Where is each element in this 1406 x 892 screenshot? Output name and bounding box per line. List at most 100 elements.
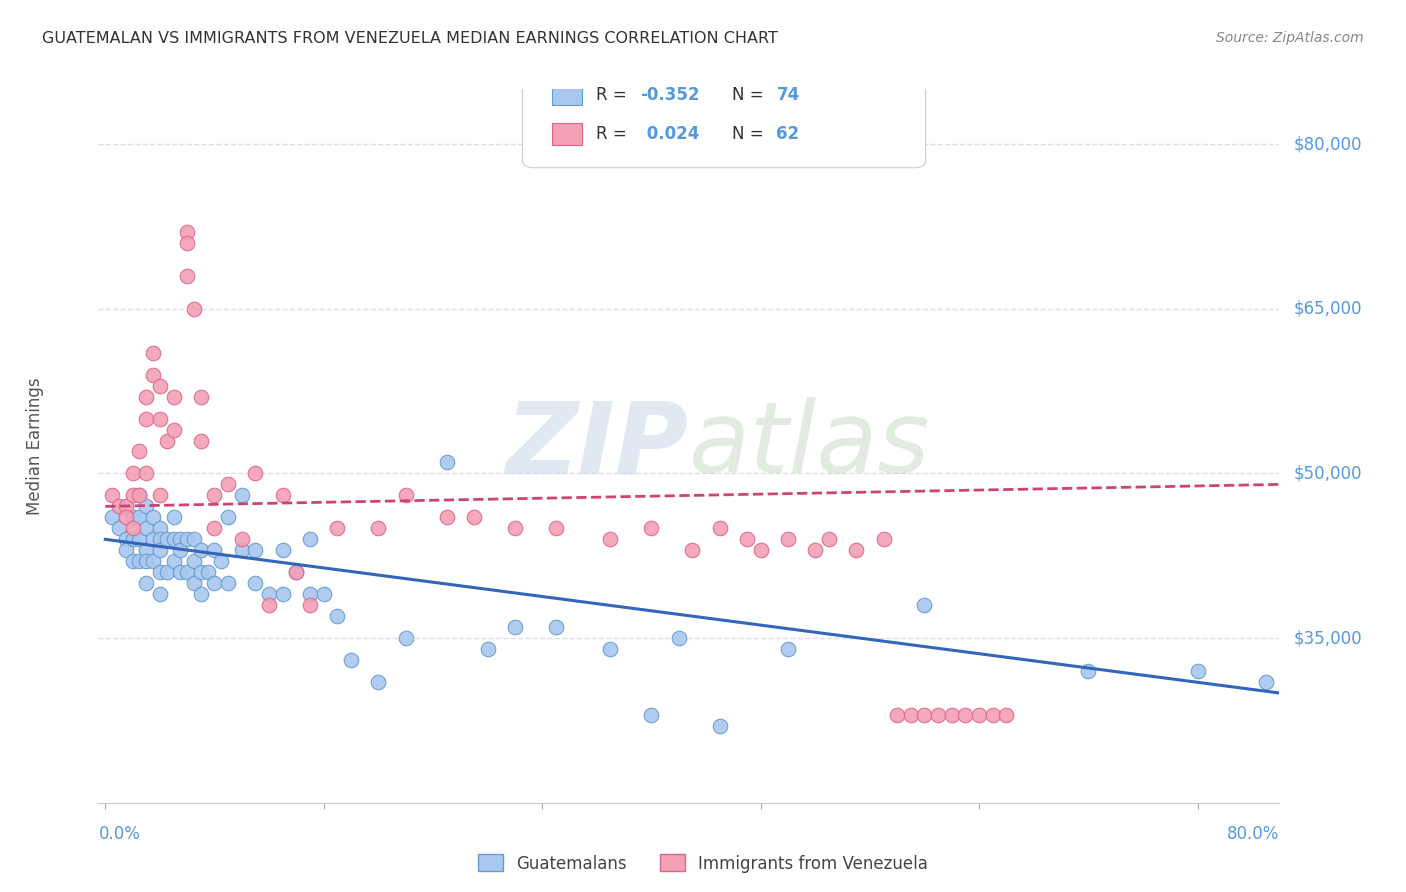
Point: [204, 488, 226, 502]
Text: atlas: atlas: [689, 398, 931, 494]
Point: [114, 510, 136, 524]
Point: [108, 521, 131, 535]
Point: [245, 576, 267, 591]
Point: [367, 675, 389, 690]
Point: [162, 510, 184, 524]
Point: [312, 587, 335, 601]
Point: [872, 533, 894, 547]
Point: [257, 598, 280, 612]
Point: [114, 500, 136, 514]
Point: [299, 533, 322, 547]
Point: [121, 467, 143, 481]
Point: [955, 708, 977, 723]
Point: [156, 533, 179, 547]
Point: [477, 642, 499, 657]
Point: [121, 533, 143, 547]
Point: [217, 510, 239, 524]
Point: [640, 708, 662, 723]
Point: [183, 533, 205, 547]
Point: [176, 533, 198, 547]
Point: [183, 554, 205, 568]
Text: 0.0%: 0.0%: [98, 825, 141, 843]
Point: [142, 345, 165, 359]
Point: [818, 533, 841, 547]
Text: $50,000: $50,000: [1294, 465, 1362, 483]
Point: [299, 587, 322, 601]
Point: [394, 631, 416, 645]
Point: [285, 566, 308, 580]
Text: Source: ZipAtlas.com: Source: ZipAtlas.com: [1216, 31, 1364, 45]
Point: [190, 434, 212, 448]
Point: [135, 500, 157, 514]
Point: [257, 587, 280, 601]
Point: [1077, 664, 1099, 678]
Point: [135, 467, 157, 481]
Text: GUATEMALAN VS IMMIGRANTS FROM VENEZUELA MEDIAN EARNINGS CORRELATION CHART: GUATEMALAN VS IMMIGRANTS FROM VENEZUELA …: [42, 31, 778, 46]
Point: [121, 554, 143, 568]
Legend: Guatemalans, Immigrants from Venezuela: Guatemalans, Immigrants from Venezuela: [471, 847, 935, 880]
Point: [709, 521, 731, 535]
Point: [149, 488, 172, 502]
Point: [231, 543, 253, 558]
Point: [681, 543, 703, 558]
Point: [176, 235, 198, 250]
Point: [995, 708, 1018, 723]
Point: [121, 510, 143, 524]
Point: [149, 533, 172, 547]
Text: ZIP: ZIP: [506, 398, 689, 494]
Point: [183, 301, 205, 316]
Text: 62: 62: [776, 125, 800, 143]
Point: [981, 708, 1004, 723]
Point: [776, 642, 799, 657]
Point: [599, 533, 621, 547]
Point: [101, 488, 124, 502]
Text: $35,000: $35,000: [1294, 629, 1362, 647]
Point: [668, 631, 690, 645]
Point: [914, 708, 936, 723]
Point: [544, 521, 567, 535]
Point: [142, 554, 165, 568]
Point: [927, 708, 949, 723]
Point: [149, 566, 172, 580]
Point: [709, 719, 731, 733]
Point: [162, 423, 184, 437]
Point: [135, 521, 157, 535]
Text: -0.352: -0.352: [641, 86, 700, 103]
Text: Median Earnings: Median Earnings: [27, 377, 44, 515]
Point: [135, 411, 157, 425]
Point: [204, 543, 226, 558]
Point: [231, 488, 253, 502]
Point: [436, 510, 458, 524]
Point: [190, 543, 212, 558]
Point: [503, 620, 526, 634]
Point: [121, 488, 143, 502]
Text: 80.0%: 80.0%: [1227, 825, 1279, 843]
Point: [176, 225, 198, 239]
Text: N =: N =: [731, 86, 769, 103]
Point: [135, 543, 157, 558]
Point: [101, 510, 124, 524]
Point: [190, 566, 212, 580]
Point: [271, 587, 294, 601]
Point: [135, 576, 157, 591]
Point: [169, 543, 191, 558]
Point: [135, 554, 157, 568]
Text: $65,000: $65,000: [1294, 300, 1362, 318]
Point: [285, 566, 308, 580]
Point: [900, 708, 922, 723]
Text: 74: 74: [776, 86, 800, 103]
Point: [176, 566, 198, 580]
Point: [128, 554, 150, 568]
Point: [941, 708, 963, 723]
Point: [340, 653, 363, 667]
Point: [640, 521, 662, 535]
Point: [128, 488, 150, 502]
Point: [190, 390, 212, 404]
Point: [886, 708, 908, 723]
Text: 0.024: 0.024: [641, 125, 699, 143]
Point: [326, 609, 349, 624]
Point: [804, 543, 827, 558]
Point: [128, 510, 150, 524]
Bar: [553, 84, 582, 105]
Point: [1254, 675, 1277, 690]
